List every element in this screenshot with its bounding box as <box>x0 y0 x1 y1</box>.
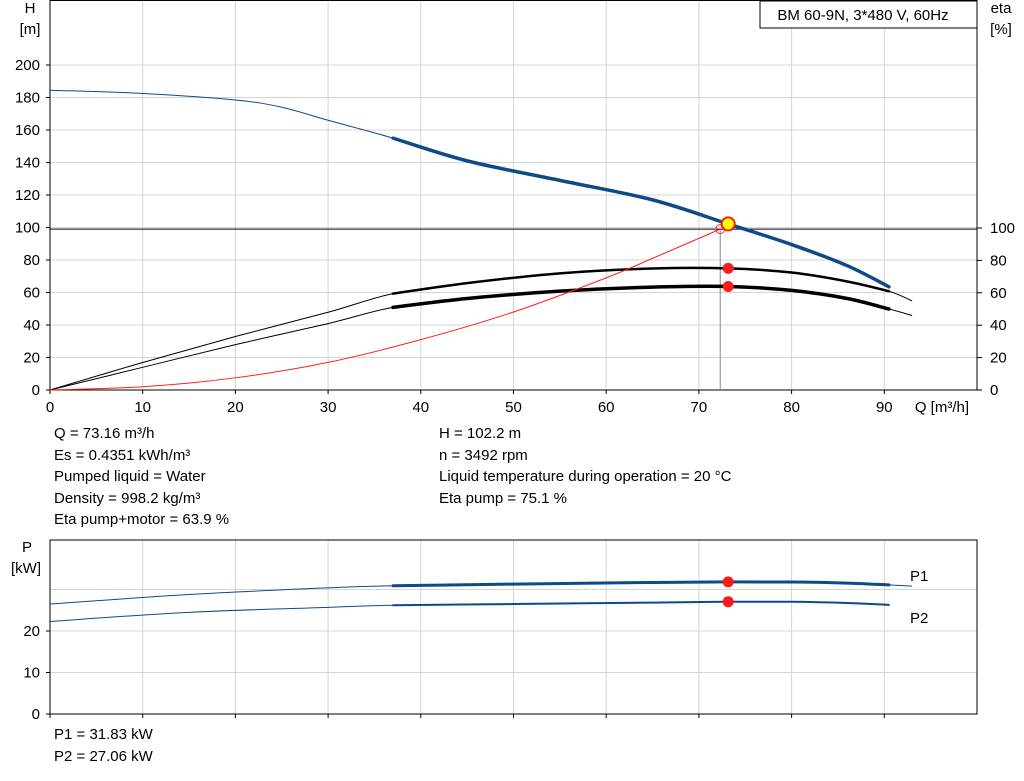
p-tick-label: 10 <box>23 665 40 682</box>
y-tick-label: 200 <box>15 57 40 74</box>
p1-duty-marker <box>722 576 734 588</box>
info-left-panel: Q = 73.16 m³/h Es = 0.4351 kWh/m³ Pumped… <box>54 423 229 531</box>
p1-series-label: P1 <box>910 568 928 585</box>
y-tick-label: 0 <box>32 382 40 399</box>
eta-pump-duty-marker <box>722 262 734 274</box>
info-specific-energy: Es = 0.4351 kWh/m³ <box>54 446 191 464</box>
y-axis-label: H <box>25 0 36 17</box>
y-tick-label: 140 <box>15 155 40 172</box>
info-power-panel: P1 = 31.83 kW P2 = 27.06 kW <box>54 724 153 767</box>
chart-title: BM 60-9N, 3*480 V, 60Hz <box>777 7 948 24</box>
y-tick-label: 40 <box>23 317 40 334</box>
x-tick-label: 40 <box>412 399 429 416</box>
y2-tick-label: 80 <box>990 252 1007 269</box>
x-tick-label: 70 <box>691 399 708 416</box>
y2-tick-label: 40 <box>990 317 1007 334</box>
eta-pump-curve-operating <box>391 266 891 295</box>
info-pumped-liquid: Pumped liquid = Water <box>54 468 206 485</box>
eta-pump-curve-thin <box>49 267 913 391</box>
x-tick-label: 0 <box>46 399 54 416</box>
x-tick-label: 50 <box>505 399 522 416</box>
info-liquid-temperature: Liquid temperature during operation = 20… <box>439 468 732 485</box>
eta-total-duty-marker <box>722 280 734 292</box>
y2-axis-unit: [%] <box>990 21 1012 38</box>
p1-curve-operating <box>391 580 891 588</box>
eta-pump-motor-curve-operating <box>391 284 891 311</box>
p-tick-label: 20 <box>23 623 40 640</box>
p2-series-label: P2 <box>910 610 928 627</box>
p-axis-label: P <box>22 539 32 556</box>
x-tick-label: 10 <box>134 399 151 416</box>
y-tick-label: 160 <box>15 122 40 139</box>
p-tick-label: 0 <box>32 706 40 723</box>
x-tick-label: 80 <box>783 399 800 416</box>
y2-tick-label: 60 <box>990 285 1007 302</box>
y-tick-label: 60 <box>23 285 40 302</box>
y-tick-label: 120 <box>15 187 40 204</box>
y-tick-label: 180 <box>15 90 40 107</box>
y2-tick-label: 0 <box>990 382 998 399</box>
y2-tick-label: 20 <box>990 350 1007 367</box>
info-density: Density = 998.2 kg/m³ <box>54 489 201 507</box>
x-tick-label: 20 <box>227 399 244 416</box>
info-eta-pump: Eta pump = 75.1 % <box>439 489 567 507</box>
head-duty-marker <box>720 216 736 232</box>
x-tick-label: 30 <box>320 399 337 416</box>
info-right-panel: H = 102.2 m n = 3492 rpm Liquid temperat… <box>439 423 731 509</box>
info-p1: P1 = 31.83 kW <box>54 726 153 743</box>
y-axis-unit: [m] <box>20 21 41 38</box>
p2-duty-marker <box>722 596 734 608</box>
y-tick-label: 100 <box>15 220 40 237</box>
p2-curve-operating <box>391 600 890 607</box>
y-tick-label: 20 <box>23 350 40 367</box>
info-flow: Q = 73.16 m³/h <box>54 425 155 442</box>
p-axis-unit: [kW] <box>11 560 41 577</box>
h-curve-thin <box>49 89 890 288</box>
x-axis-label: Q [m³/h] <box>915 399 969 416</box>
x-tick-label: 60 <box>598 399 615 416</box>
info-eta-pump-motor: Eta pump+motor = 63.9 % <box>54 511 230 528</box>
y-tick-label: 80 <box>23 252 40 269</box>
x-tick-label: 90 <box>876 399 893 416</box>
info-p2: P2 = 27.06 kW <box>54 747 153 765</box>
info-head: H = 102.2 m <box>439 425 522 442</box>
eta-pump-motor-curve-thin <box>49 285 913 391</box>
h-curve-operating <box>391 136 891 289</box>
load-curve-line <box>49 228 721 391</box>
info-speed: n = 3492 rpm <box>439 446 528 464</box>
y2-axis-label: eta <box>991 0 1013 17</box>
y2-tick-label: 100 <box>990 220 1015 237</box>
title-box <box>759 0 978 29</box>
